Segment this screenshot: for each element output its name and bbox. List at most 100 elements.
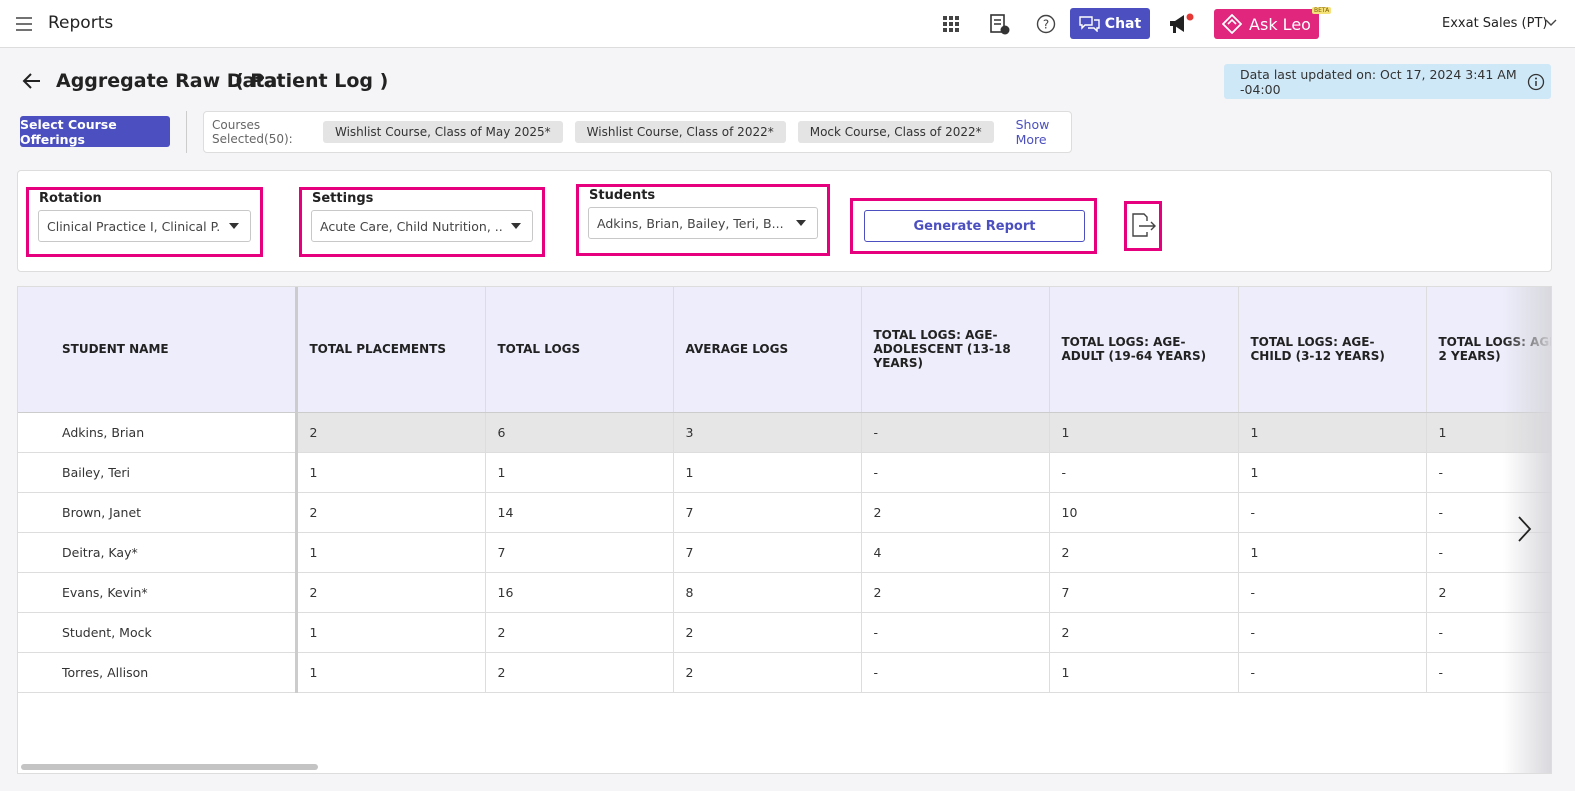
student-name: Torres, Allison [18, 652, 296, 692]
cell: 2 [485, 652, 673, 692]
cell: - [1238, 492, 1426, 532]
info-icon[interactable] [1527, 73, 1545, 91]
column-header: TOTAL LOGS: AGE-ADOLESCENT (13-18 YEARS) [861, 287, 1049, 412]
select-courses-button[interactable]: Select Course Offerings [20, 116, 170, 147]
filter-highlight: StudentsAdkins, Brian, Bailey, Teri, B..… [576, 184, 830, 256]
app-title: Reports [48, 13, 113, 33]
courses-selected: Courses Selected(50): Wishlist Course, C… [203, 111, 1072, 153]
cell: - [861, 612, 1049, 652]
chat-label: Chat [1105, 16, 1141, 32]
table-row: Bailey, Teri111--1- [18, 452, 1552, 492]
filter-highlight: Rotation Clinical Practice I, Clinical P.… [26, 187, 263, 257]
svg-text:?: ? [1043, 18, 1049, 32]
student-name: Bailey, Teri [18, 452, 296, 492]
user-name[interactable]: Exxat Sales (PT) [1442, 16, 1547, 31]
cell: 3 [673, 412, 861, 452]
cell: 2 [1049, 612, 1238, 652]
filter-highlight: Settings Acute Care, Child Nutrition, ... [299, 187, 545, 257]
column-header: TOTAL PLACEMENTS [296, 287, 485, 412]
cell: 2 [296, 492, 485, 532]
filter-select[interactable]: Acute Care, Child Nutrition, ... [311, 210, 533, 242]
select-caret [502, 221, 532, 231]
ask-leo-label: Ask Leo [1249, 15, 1311, 34]
table-row: Brown, Janet2147210-- [18, 492, 1552, 532]
scroll-right-arrow[interactable] [1516, 515, 1534, 543]
cell: 6 [485, 412, 673, 452]
cell: 7 [485, 532, 673, 572]
column-header: STUDENT NAME [18, 287, 296, 412]
table-row: Deitra, Kay*177421- [18, 532, 1552, 572]
header-row: STUDENT NAMETOTAL PLACEMENTSTOTAL LOGSAV… [18, 287, 1552, 412]
cell: - [1238, 612, 1426, 652]
column-header: TOTAL LOGS [485, 287, 673, 412]
leo-icon [1222, 14, 1242, 34]
menu-icon[interactable] [16, 16, 34, 32]
cell: 1 [296, 652, 485, 692]
filter-value: Adkins, Brian, Bailey, Teri, B... [597, 216, 787, 231]
cell: 1 [296, 452, 485, 492]
cell: 2 [296, 572, 485, 612]
filter-label: Settings [312, 191, 373, 206]
cell: 8 [673, 572, 861, 612]
update-banner: Data last updated on: Oct 17, 2024 3:41 … [1224, 64, 1551, 99]
select-caret [220, 221, 250, 231]
table-row: Adkins, Brian263-111 [18, 412, 1552, 452]
cell: 1 [1049, 412, 1238, 452]
cell: 14 [485, 492, 673, 532]
column-header: TOTAL LOGS: AGE-ADULT (19-64 YEARS) [1049, 287, 1238, 412]
tasks-icon[interactable] [989, 13, 1011, 35]
filter-value: Acute Care, Child Nutrition, ... [320, 219, 502, 234]
page-subtitle: ( Patient Log ) [235, 70, 388, 92]
cell: - [1049, 452, 1238, 492]
update-text: Data last updated on: Oct 17, 2024 3:41 … [1240, 67, 1551, 97]
cell: - [861, 412, 1049, 452]
cell: 7 [673, 492, 861, 532]
cell: 1 [673, 452, 861, 492]
cell: 1 [1238, 452, 1426, 492]
table-container: STUDENT NAMETOTAL PLACEMENTSTOTAL LOGSAV… [17, 286, 1552, 774]
cell: 16 [485, 572, 673, 612]
table-row: Torres, Allison122-1-- [18, 652, 1552, 692]
cell: 1 [1049, 652, 1238, 692]
student-name: Deitra, Kay* [18, 532, 296, 572]
cell: 1 [296, 612, 485, 652]
beta-badge: BETA [1312, 7, 1331, 14]
top-bar: Reports ? Chat Ask Leo BETA Exxat Sales … [0, 0, 1575, 48]
scrollbar[interactable] [21, 764, 318, 770]
chat-button[interactable]: Chat [1070, 8, 1150, 39]
cell: 2 [861, 572, 1049, 612]
ask-leo-button[interactable]: Ask Leo [1214, 9, 1319, 39]
student-name: Brown, Janet [18, 492, 296, 532]
filter-label: Rotation [39, 191, 102, 206]
generate-report-button[interactable]: Generate Report [864, 210, 1085, 242]
cell: - [861, 652, 1049, 692]
cell: 7 [673, 532, 861, 572]
help-icon[interactable]: ? [1036, 14, 1056, 34]
filter-select[interactable]: Adkins, Brian, Bailey, Teri, B... [588, 207, 818, 239]
cell: 2 [861, 492, 1049, 532]
column-header: TOTAL LOGS: AGE-CHILD (3-12 YEARS) [1238, 287, 1426, 412]
apps-icon[interactable] [942, 15, 960, 33]
cell: 4 [861, 532, 1049, 572]
announcements-icon[interactable] [1168, 12, 1194, 36]
student-name: Student, Mock [18, 612, 296, 652]
cell: 10 [1049, 492, 1238, 532]
back-arrow[interactable] [22, 72, 42, 90]
divider [186, 111, 187, 153]
filter-select[interactable]: Clinical Practice I, Clinical P... [38, 210, 251, 242]
show-more-link[interactable]: Show More [1016, 117, 1071, 147]
cell: - [1238, 652, 1426, 692]
cell: - [861, 452, 1049, 492]
student-name: Adkins, Brian [18, 412, 296, 452]
course-chip: Mock Course, Class of 2022* [798, 121, 994, 143]
user-caret[interactable] [1545, 19, 1557, 27]
table-row: Student, Mock122-2-- [18, 612, 1552, 652]
column-header: AVERAGE LOGS [673, 287, 861, 412]
cell: 2 [673, 612, 861, 652]
cell: 1 [1238, 532, 1426, 572]
cell: 7 [1049, 572, 1238, 612]
table-row: Evans, Kevin*216827-2 [18, 572, 1552, 612]
cell: 2 [673, 652, 861, 692]
export-icon[interactable] [1131, 213, 1157, 239]
